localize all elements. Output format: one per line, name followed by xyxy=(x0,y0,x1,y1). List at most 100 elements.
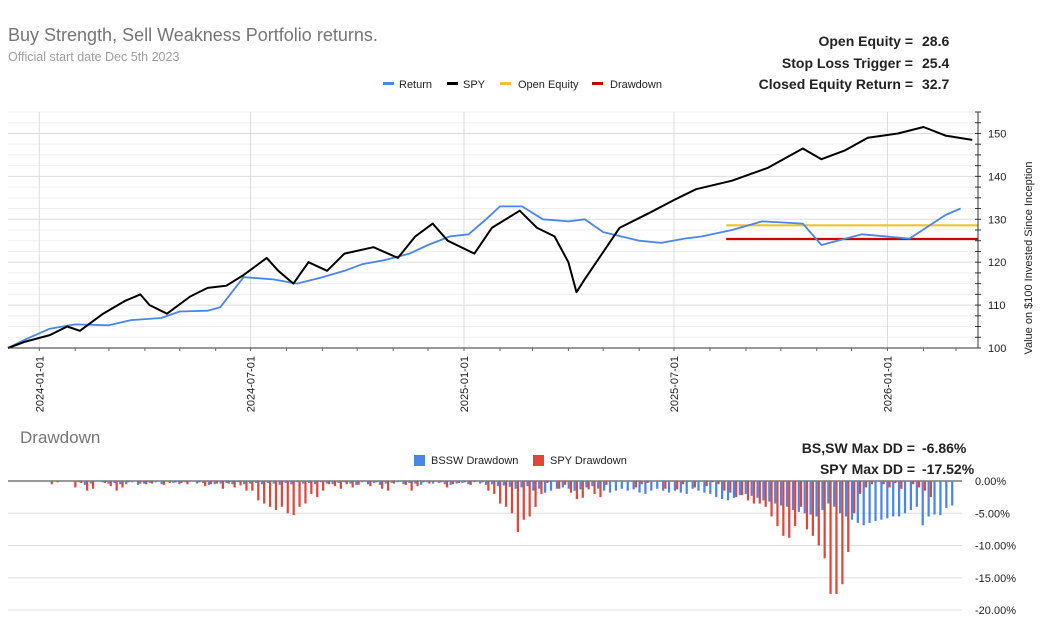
bssw-drawdown-bar xyxy=(473,481,476,483)
spy-drawdown-bar xyxy=(91,481,95,489)
bssw-drawdown-bar xyxy=(886,481,889,519)
spy-drawdown-bar xyxy=(770,481,773,517)
bssw-drawdown-bar xyxy=(160,481,163,485)
bssw-drawdown-bar xyxy=(532,481,535,491)
bssw-drawdown-bar xyxy=(732,481,736,498)
spy-drawdown-bar xyxy=(829,481,832,594)
spy-drawdown-bar xyxy=(853,481,856,514)
spy-drawdown-bar xyxy=(404,481,407,485)
bssw-drawdown-bar xyxy=(927,481,930,517)
top-gridlines xyxy=(8,111,978,349)
spy-drawdown-bar xyxy=(127,481,130,483)
y-tick-label: 130 xyxy=(988,214,1006,226)
spy-drawdown-bar xyxy=(864,481,868,488)
bssw-drawdown-bar xyxy=(880,481,883,520)
spy-drawdown-bar xyxy=(493,481,496,494)
bssw-drawdown-bar xyxy=(809,481,812,515)
bssw-drawdown-bar xyxy=(431,481,435,484)
bssw-drawdown-bar xyxy=(520,481,523,488)
spy-drawdown-bar xyxy=(304,481,307,504)
bssw-drawdown-bar xyxy=(821,481,824,511)
spy-drawdown-bar xyxy=(168,481,171,483)
bssw-drawdown-bar xyxy=(296,481,299,483)
legend-spy-label: SPY xyxy=(463,79,486,91)
spy-drawdown-bar xyxy=(50,481,53,485)
spy-drawdown-bar xyxy=(693,481,696,488)
bottom-y-axis: 0.00% -5.00% -10.00% -15.00% -20.00% xyxy=(975,476,1016,617)
spy-drawdown-bar xyxy=(587,481,590,490)
bssw-drawdown-bar xyxy=(372,481,376,483)
bssw-drawdown-bar xyxy=(319,481,323,483)
bssw-drawdown-bar xyxy=(685,481,688,494)
bssw-drawdown-bar xyxy=(131,481,134,483)
drawdown-bars xyxy=(50,481,954,594)
bssw-drawdown-bar xyxy=(827,481,830,504)
legend-item-drawdown: Drawdown xyxy=(592,79,662,91)
bssw-drawdown-bar xyxy=(154,481,157,483)
bssw-drawdown-bar xyxy=(656,481,659,489)
spy-drawdown-bar xyxy=(640,481,643,485)
bssw-drawdown-bar xyxy=(107,481,110,484)
spy-drawdown-bar xyxy=(540,481,543,494)
spy-drawdown-bar xyxy=(327,481,331,485)
spy-drawdown-bar xyxy=(735,481,738,498)
bssw-drawdown-bar xyxy=(343,481,346,483)
spy-drawdown-bar xyxy=(929,481,932,498)
bssw-drawdown-bar xyxy=(219,481,222,484)
bssw-drawdown-bar xyxy=(591,481,594,487)
drawdown-title: Drawdown xyxy=(20,428,100,447)
bssw-drawdown-bar xyxy=(213,481,216,485)
legend-spy-dd-label: SPY Drawdown xyxy=(550,455,627,467)
spy-drawdown-bar xyxy=(569,481,573,493)
spy-drawdown-bar xyxy=(605,481,608,485)
bssw-drawdown-bar xyxy=(290,481,293,485)
bssw-drawdown-bar xyxy=(502,481,505,486)
spy-drawdown-bar xyxy=(463,481,466,483)
bssw-drawdown-bar xyxy=(791,481,795,511)
spy-drawdown-bar xyxy=(221,481,224,489)
spy-drawdown-bar xyxy=(788,481,791,538)
bssw-drawdown-bar xyxy=(721,481,724,500)
spy-drawdown-bar xyxy=(894,481,897,483)
x-tick-label: 2025-07-01 xyxy=(669,356,681,412)
spy-drawdown-bar xyxy=(227,481,230,484)
spy-drawdown-bar xyxy=(711,481,714,483)
spy-drawdown-bar xyxy=(369,481,372,487)
spy-drawdown-bar xyxy=(740,481,744,496)
bssw-drawdown-bar xyxy=(178,481,181,485)
spy-drawdown-bar xyxy=(150,481,154,484)
spy-drawdown-bar xyxy=(333,481,337,487)
spy-drawdown-bar xyxy=(440,481,443,483)
spy-drawdown-bar xyxy=(782,481,785,536)
bssw-drawdown-bar xyxy=(715,481,718,498)
legend-bssw-label: BSSW Drawdown xyxy=(431,455,518,467)
spy-drawdown-bar xyxy=(115,481,118,491)
y-tick-label: -15.00% xyxy=(975,573,1016,585)
legend-return-label: Return xyxy=(399,79,432,91)
spy-drawdown-bar xyxy=(469,481,472,485)
spy-drawdown-bar xyxy=(823,481,826,559)
bssw-drawdown-bar xyxy=(308,481,311,483)
legend-spy-swatch xyxy=(447,82,458,85)
bssw-drawdown-bar xyxy=(579,481,582,490)
spy-drawdown-bar xyxy=(316,481,319,498)
spy-drawdown-bar xyxy=(233,481,236,488)
bssw-drawdown-bar xyxy=(172,481,175,483)
legend-item-spy-drawdown: SPY Drawdown xyxy=(533,455,627,467)
stat-spy-max-dd-label: SPY Max DD = xyxy=(820,461,915,477)
spy-drawdown-bar xyxy=(870,481,873,485)
bssw-drawdown-bar xyxy=(514,481,517,489)
bssw-drawdown-bar xyxy=(620,481,623,489)
bssw-drawdown-bar xyxy=(614,481,618,491)
spy-drawdown-bar xyxy=(758,481,761,504)
spy-drawdown-bar xyxy=(286,481,289,514)
legend-drawdown-label: Drawdown xyxy=(610,79,662,91)
bssw-drawdown-bar xyxy=(420,481,423,485)
bssw-drawdown-bar xyxy=(785,481,789,507)
spy-drawdown-bar xyxy=(534,481,537,507)
bssw-drawdown-bar xyxy=(697,481,700,491)
spy-drawdown-bar xyxy=(215,481,219,484)
spy-drawdown-bar xyxy=(581,481,584,498)
bssw-drawdown-bar xyxy=(367,481,370,485)
spy-drawdown-bar xyxy=(575,481,578,500)
